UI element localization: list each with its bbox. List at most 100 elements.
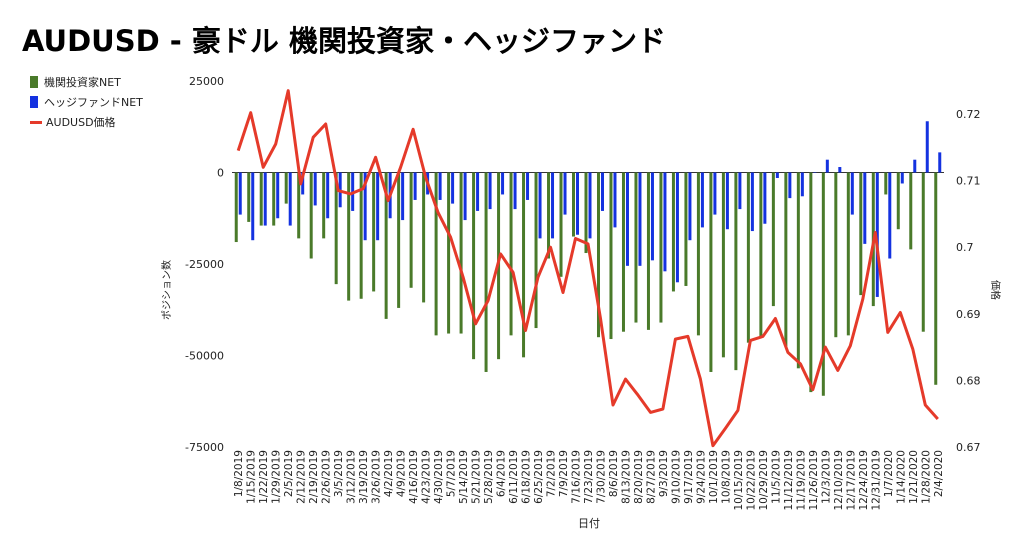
bar-hedgefund xyxy=(938,152,942,173)
bar-institutional xyxy=(659,172,663,323)
bar-hedgefund xyxy=(800,172,804,197)
legend-label-institutional: 機関投資家NET xyxy=(44,76,121,89)
bar-institutional xyxy=(784,172,788,347)
bar-institutional xyxy=(734,172,738,371)
bar-hedgefund xyxy=(888,172,892,259)
x-tick-label: 2/12/2019 xyxy=(296,450,308,504)
bar-hedgefund xyxy=(313,172,317,206)
y-tick-label: 0 xyxy=(217,167,224,180)
bar-institutional xyxy=(272,172,276,226)
x-tick-label: 10/8/2019 xyxy=(720,450,732,504)
x-tick-label: 2/26/2019 xyxy=(321,450,333,504)
bar-institutional xyxy=(534,172,538,329)
bar-hedgefund xyxy=(813,172,817,173)
x-tick-label: 2/4/2020 xyxy=(933,450,945,497)
bar-hedgefund xyxy=(650,172,654,261)
bar-institutional xyxy=(347,172,351,301)
x-tick-label: 6/11/2019 xyxy=(508,450,520,504)
x-tick-label: 2/5/2019 xyxy=(283,450,295,497)
bar-institutional xyxy=(684,172,688,286)
x-tick-label: 10/15/2019 xyxy=(733,450,745,511)
bar-hedgefund xyxy=(625,172,629,266)
x-tick-label: 11/12/2019 xyxy=(783,450,795,511)
x-tick-label: 9/10/2019 xyxy=(670,450,682,504)
bar-institutional xyxy=(921,172,925,332)
bar-institutional xyxy=(434,172,438,336)
bar-hedgefund xyxy=(700,172,704,228)
y2-tick-label: 0.71 xyxy=(956,175,981,188)
bar-hedgefund xyxy=(513,172,517,210)
bar-hedgefund xyxy=(263,172,267,226)
x-axis-title: 日付 xyxy=(578,517,600,530)
price-line xyxy=(236,89,939,448)
bar-institutional xyxy=(859,172,863,296)
bar-hedgefund xyxy=(451,172,455,204)
bar-institutional xyxy=(909,172,913,250)
x-tick-label: 3/5/2019 xyxy=(333,450,345,497)
legend: 機関投資家NET ヘッジファンドNET AUDUSD価格 xyxy=(30,72,143,132)
chart-title: AUDUSD - 豪ドル 機関投資家・ヘッジファンド xyxy=(22,24,667,58)
legend-label-price: AUDUSD価格 xyxy=(46,116,116,129)
y-tick-label: -50000 xyxy=(185,350,224,363)
x-tick-label: 1/28/2020 xyxy=(920,450,932,504)
x-tick-label: 11/26/2019 xyxy=(808,450,820,511)
y2-axis-title: 価格 xyxy=(989,280,1002,300)
bar-hedgefund xyxy=(863,172,867,244)
x-tick-label: 12/31/2019 xyxy=(870,450,882,511)
bar-hedgefund xyxy=(750,172,754,232)
bar-institutional xyxy=(397,172,401,308)
x-tick-label: 5/14/2019 xyxy=(458,450,470,504)
bar-institutional xyxy=(284,172,288,204)
bar-institutional xyxy=(259,172,263,226)
bar-institutional xyxy=(596,172,600,338)
bar-hedgefund xyxy=(725,172,729,230)
bar-institutional xyxy=(621,172,625,332)
bar-hedgefund xyxy=(401,172,405,221)
bar-hedgefund xyxy=(563,172,567,215)
bar-hedgefund xyxy=(476,172,480,211)
bar-hedgefund xyxy=(688,172,692,241)
bar-institutional xyxy=(334,172,338,285)
x-tick-label: 7/30/2019 xyxy=(595,450,607,504)
bar-institutional xyxy=(409,172,413,288)
y-tick-label: -75000 xyxy=(185,441,224,454)
y-axis-title: ポジション数 xyxy=(160,260,173,320)
x-tick-label: 7/9/2019 xyxy=(558,450,570,497)
bar-institutional xyxy=(422,172,426,303)
x-tick-label: 11/5/2019 xyxy=(770,450,782,504)
bar-hedgefund xyxy=(301,172,305,195)
bar-institutional xyxy=(472,172,476,360)
bar-hedgefund xyxy=(900,172,904,184)
x-tick-label: 12/17/2019 xyxy=(845,450,857,511)
bar-institutional xyxy=(509,172,513,336)
y2-tick-label: 0.7 xyxy=(956,241,974,254)
bar-hedgefund xyxy=(413,172,417,200)
x-tick-label: 2/19/2019 xyxy=(308,450,320,504)
bar-institutional xyxy=(484,172,488,372)
bar-institutional xyxy=(796,172,800,369)
y2-tick-label: 0.67 xyxy=(956,441,981,454)
bar-hedgefund xyxy=(925,121,929,173)
bar-institutional xyxy=(809,172,813,393)
bar-hedgefund xyxy=(663,172,667,272)
bar-hedgefund xyxy=(838,167,842,173)
bar-institutional xyxy=(609,172,613,340)
x-tick-label: 12/3/2019 xyxy=(820,450,832,504)
bar-institutional xyxy=(547,172,551,259)
x-tick-label: 10/29/2019 xyxy=(758,450,770,511)
x-tick-label: 3/19/2019 xyxy=(358,450,370,504)
bar-institutional xyxy=(746,172,750,343)
bar-hedgefund xyxy=(738,172,742,210)
bar-institutional xyxy=(846,172,850,336)
bar-institutional xyxy=(447,172,451,334)
bar-hedgefund xyxy=(376,172,380,241)
bar-institutional xyxy=(522,172,526,358)
bar-institutional xyxy=(759,172,763,338)
bar-hedgefund xyxy=(438,172,442,200)
y2-tick-label: 0.68 xyxy=(956,374,981,387)
bar-hedgefund xyxy=(788,172,792,199)
legend-item-price: AUDUSD価格 xyxy=(30,112,143,132)
y2-tick-label: 0.69 xyxy=(956,308,981,321)
bar-institutional xyxy=(896,172,900,230)
bar-hedgefund xyxy=(576,172,580,235)
